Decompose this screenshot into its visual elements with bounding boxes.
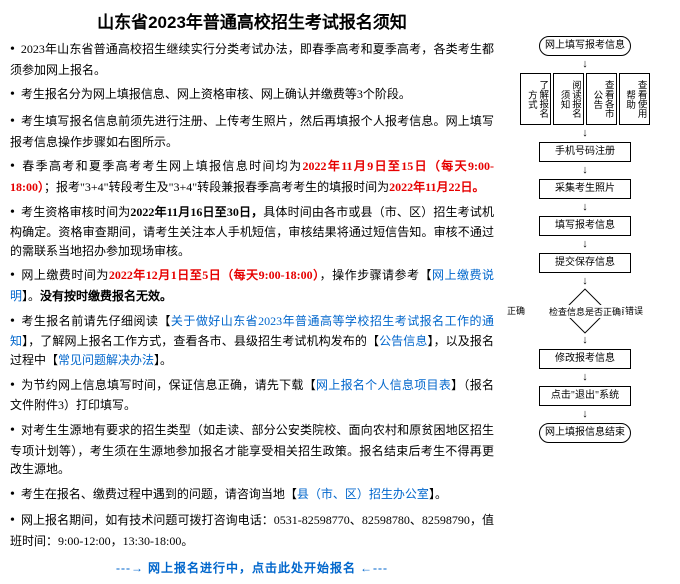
bullet-9: 对考生生源地有要求的招生类型（如走读、部分公安类院校、面向农村和原贫困地区招生专… bbox=[10, 420, 494, 479]
flow-s6: 点击"退出"系统 bbox=[539, 386, 631, 406]
arrow-icon: ↓ bbox=[582, 128, 588, 139]
flow-s1: 手机号码注册 bbox=[539, 142, 631, 162]
arrow-icon: ↓ bbox=[582, 409, 588, 420]
arrow-icon: ↓ bbox=[582, 335, 588, 346]
decision-yes-label: 正确 bbox=[507, 304, 525, 317]
bullet-3: 考生填写报名信息前须先进行注册、上传考生照片，然后再填报个人报考信息。网上填写报… bbox=[10, 111, 494, 151]
flow-decision: 检查信息是否正确 正确 有错误 bbox=[525, 290, 645, 332]
flow-row-2: 查看各市公告 bbox=[586, 73, 617, 125]
bullet-2: 考生报名分为网上填报信息、网上资格审核、网上确认并缴费等3个阶段。 bbox=[10, 84, 494, 106]
arrow-icon: ↓ bbox=[582, 372, 588, 383]
start-registration-link[interactable]: ---→ 网上报名进行中，点击此处开始报名 ←--- bbox=[10, 559, 494, 576]
bullet-1: 2023年山东省普通高校招生继续实行分类考试办法，即春季高考和夏季高考，各类考生… bbox=[10, 39, 494, 79]
announcement-link[interactable]: 公告信息 bbox=[379, 334, 427, 348]
bullet-8: 为节约网上信息填写时间，保证信息正确，请先下载【网上报名个人信息项目表】（报名文… bbox=[10, 375, 494, 415]
flow-s4: 提交保存信息 bbox=[539, 253, 631, 273]
arrow-icon: ↓ bbox=[582, 239, 588, 250]
bullet-5: 考生资格审核时间为2022年11月16日至30日，具体时间由各市或县（市、区）招… bbox=[10, 202, 494, 261]
flow-s5: 修改报考信息 bbox=[539, 349, 631, 369]
faq-link[interactable]: 常见问题解决办法 bbox=[58, 353, 154, 367]
notice-list: 2023年山东省普通高校招生继续实行分类考试办法，即春季高考和夏季高考，各类考生… bbox=[10, 39, 494, 551]
bullet-7: 考生报名前请先仔细阅读【关于做好山东省2023年普通高等学校招生考试报名工作的通… bbox=[10, 311, 494, 370]
bullet-10: 考生在报名、缴费过程中遇到的问题，请咨询当地【县（市、区）招生办公室】。 bbox=[10, 484, 494, 506]
bullet-6: 网上缴费时间为2022年12月1日至5日（每天9:00-18:00），操作步骤请… bbox=[10, 265, 494, 305]
flow-row: 了解报名方式 阅读报名须知 查看各市公告 查看使用帮助 bbox=[520, 73, 649, 125]
flow-s2: 采集考生照片 bbox=[539, 179, 631, 199]
bullet-11: 网上报名期间，如有技术问题可拨打咨询电话：0531-82598770、82598… bbox=[10, 510, 494, 550]
flow-row-3: 查看使用帮助 bbox=[619, 73, 650, 125]
arrow-icon: ↓ bbox=[582, 59, 588, 70]
flow-row-0: 了解报名方式 bbox=[520, 73, 551, 125]
arrow-icon: ↓ bbox=[582, 202, 588, 213]
arrow-icon: ↓ bbox=[582, 165, 588, 176]
arrow-icon: ↓ bbox=[582, 276, 588, 287]
info-form-link[interactable]: 网上报名个人信息项目表 bbox=[316, 378, 451, 392]
bullet-4: 春季高考和夏季高考考生网上填报信息时间均为2022年11月9日至15日（每天9:… bbox=[10, 156, 494, 196]
page-title: 山东省2023年普通高校招生考试报名须知 bbox=[10, 8, 494, 33]
flow-end: 网上填报信息结束 bbox=[539, 423, 631, 443]
local-office-link[interactable]: 县（市、区）招生办公室 bbox=[297, 487, 429, 501]
flowchart: 网上填写报考信息 ↓ 了解报名方式 阅读报名须知 查看各市公告 查看使用帮助 ↓… bbox=[500, 36, 670, 443]
flow-row-1: 阅读报名须知 bbox=[553, 73, 584, 125]
flow-s3: 填写报考信息 bbox=[539, 216, 631, 236]
flow-start: 网上填写报考信息 bbox=[539, 36, 631, 56]
